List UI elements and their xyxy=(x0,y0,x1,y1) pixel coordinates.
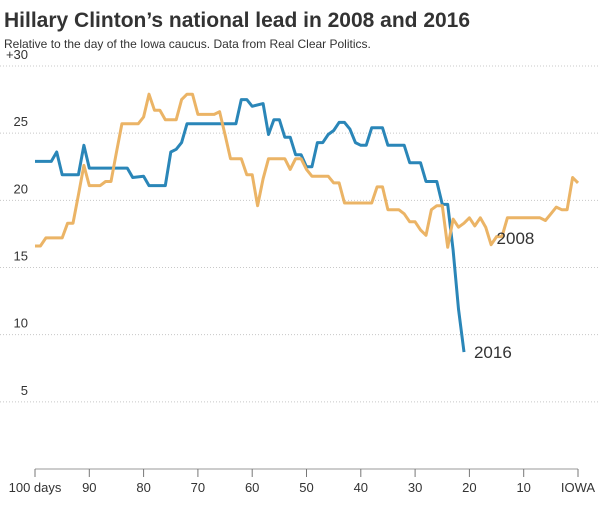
x-tick-label: 50 xyxy=(299,480,313,495)
y-tick-label: 5 xyxy=(21,383,28,398)
x-tick-label: 10 xyxy=(516,480,530,495)
y-tick-label: 15 xyxy=(14,249,28,264)
y-tick-label: +30 xyxy=(6,47,28,62)
x-tick-label: 90 xyxy=(82,480,96,495)
chart-subtitle: Relative to the day of the Iowa caucus. … xyxy=(4,37,371,51)
series-line xyxy=(35,92,580,249)
chart-title: Hillary Clinton’s national lead in 2008 … xyxy=(4,9,470,32)
x-tick-label: 80 xyxy=(136,480,150,495)
y-tick-label: 10 xyxy=(14,316,28,331)
x-tick-label: 40 xyxy=(354,480,368,495)
x-tick-label: 70 xyxy=(191,480,205,495)
x-tick-label: IOWA xyxy=(561,480,596,495)
x-tick-label: 100 days xyxy=(9,480,62,495)
y-tick-label: 25 xyxy=(14,114,28,129)
x-tick-label: 30 xyxy=(408,480,422,495)
x-tick-label: 20 xyxy=(462,480,476,495)
y-tick-label: 20 xyxy=(14,181,28,196)
series-line xyxy=(35,98,466,353)
series-label: 2016 xyxy=(474,343,512,362)
x-tick-label: 60 xyxy=(245,480,259,495)
series-label: 2008 xyxy=(497,229,535,248)
